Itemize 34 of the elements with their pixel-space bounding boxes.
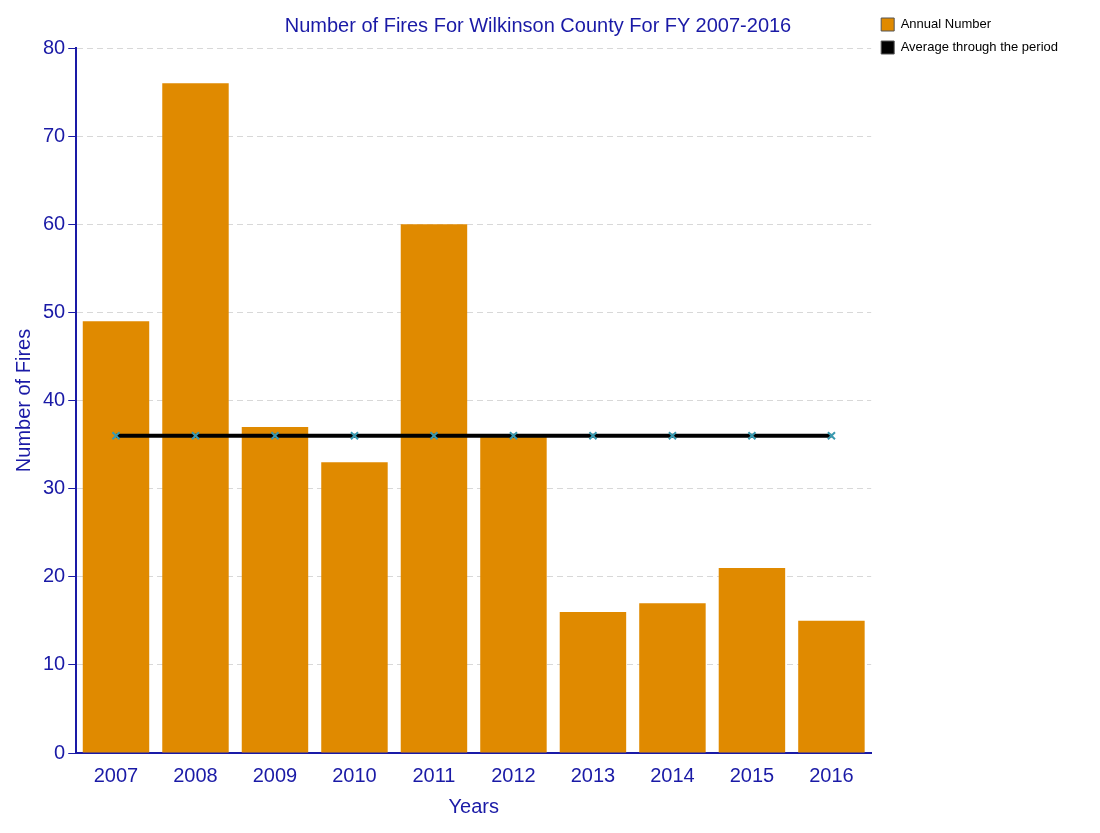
y-tick-label: 30 (43, 476, 66, 499)
bar (400, 224, 468, 753)
x-tick-label: 2015 (729, 763, 775, 786)
bar (321, 462, 388, 753)
y-tick-label: 40 (43, 388, 66, 411)
bar (480, 435, 547, 753)
legend-label: Annual Number (900, 16, 992, 32)
chart-title: Number of Fires For Wilkinson County For FY 2007-2016 (284, 13, 792, 36)
y-tick-label: 10 (43, 652, 66, 675)
bar (798, 620, 865, 753)
legend-label: Average through the period (900, 39, 1059, 55)
x-tick-label: 2011 (412, 763, 456, 786)
x-tick-label: 2010 (332, 763, 377, 786)
x-axis-title: Years (448, 794, 499, 817)
bar (82, 321, 150, 753)
y-tick-label: 80 (43, 35, 66, 58)
x-tick-label: 2007 (93, 763, 139, 786)
y-axis-title: Number of Fires (11, 328, 34, 473)
bar (718, 567, 786, 753)
x-tick-label: 2013 (570, 763, 616, 786)
y-tick-label: 20 (43, 564, 66, 587)
bar (639, 603, 706, 753)
bar (559, 612, 627, 753)
x-tick-label: 2008 (173, 763, 218, 786)
x-tick-label: 2016 (809, 763, 854, 786)
y-tick-label: 70 (43, 123, 66, 146)
x-tick-label: 2014 (650, 763, 695, 786)
x-tick-label: 2012 (491, 763, 536, 786)
y-tick-label: 60 (43, 211, 66, 234)
x-tick-label: 2009 (252, 763, 298, 786)
bar (241, 426, 309, 753)
y-tick-label: 0 (54, 740, 66, 763)
bar (162, 83, 229, 753)
y-tick-label: 50 (43, 299, 66, 322)
